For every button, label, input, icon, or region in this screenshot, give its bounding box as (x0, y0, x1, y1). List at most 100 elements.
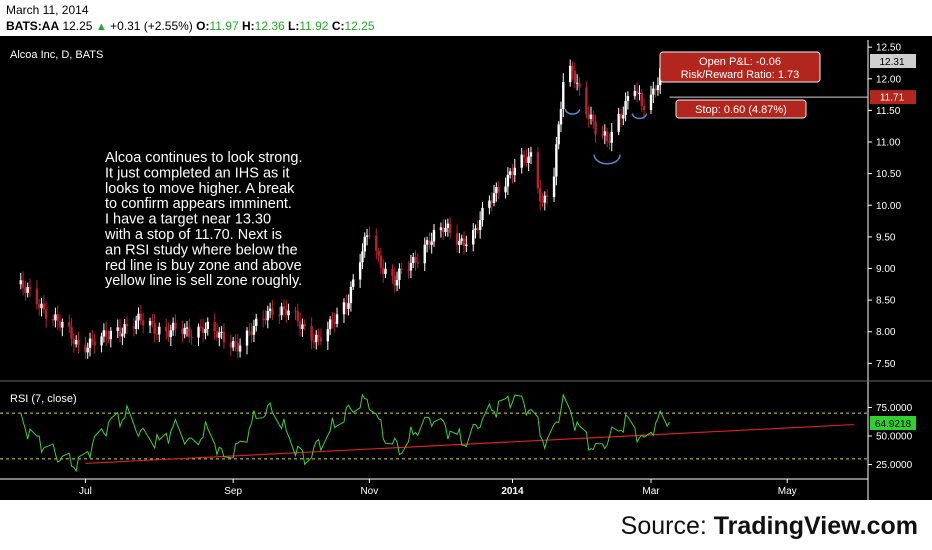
candle-body (93, 341, 96, 346)
candle-body (158, 326, 161, 335)
time-tick-label: Jul (79, 486, 92, 497)
candle-body (460, 238, 463, 241)
candle-body (352, 279, 355, 287)
stop-text: Stop: 0.60 (4.87%) (695, 104, 787, 116)
candle-body (264, 318, 267, 321)
candle-body (585, 87, 588, 115)
candle-body (326, 329, 330, 342)
high-value: 12.36 (254, 19, 285, 33)
candle-body (603, 131, 607, 136)
candle-body (569, 65, 572, 83)
annotation-line: I have a target near 13.30 (105, 212, 271, 228)
candle-body (19, 280, 22, 285)
price-tick-label: 9.00 (876, 264, 896, 275)
candle-body (608, 141, 611, 143)
candle-body (393, 275, 396, 286)
candle-body (88, 338, 92, 348)
stop-badge (675, 99, 807, 119)
candle-body (633, 90, 637, 97)
candle-body (139, 313, 143, 321)
candle-body (121, 333, 124, 337)
candle-body (391, 268, 394, 276)
candle-body (559, 109, 563, 125)
candle-body (312, 340, 316, 343)
head-arc (593, 154, 621, 165)
candle-body (358, 262, 362, 280)
candle-body (543, 195, 547, 203)
candle-body (206, 321, 209, 330)
candle-body (349, 286, 353, 304)
candle-body (40, 303, 43, 309)
price-tick-label: 8.00 (876, 327, 896, 338)
candle-body (555, 144, 558, 177)
candle-body (153, 322, 156, 334)
candle-body (287, 310, 290, 316)
candle-body (54, 314, 57, 321)
candle-body (654, 88, 657, 91)
candle-body (462, 238, 466, 247)
candle-body (490, 200, 493, 203)
candle-body (379, 255, 383, 268)
open-label: O: (196, 19, 210, 33)
candle-body (248, 330, 251, 332)
candle-body (328, 319, 332, 330)
candle-body (363, 236, 366, 252)
price-tick-label: 11.00 (876, 138, 901, 149)
candle-body (409, 262, 413, 271)
candle-body (58, 321, 62, 328)
candle-body (183, 327, 186, 335)
candle-body (578, 82, 581, 88)
candle-body (492, 193, 496, 203)
candle-body (151, 321, 154, 323)
candle-body (44, 309, 48, 319)
price-chart[interactable]: 75.0000 50.0000 25.0000 12.50 12.00 11.50 11.… (0, 36, 932, 510)
candle-body (137, 313, 140, 321)
close-label: C: (331, 19, 345, 33)
candle-body (562, 82, 565, 110)
rsi-tick-label: 25.0000 (876, 460, 913, 471)
candle-body (497, 187, 500, 193)
candle-body (169, 330, 173, 338)
candle-body (261, 318, 265, 320)
candle-body (278, 314, 281, 316)
candle-body (638, 92, 641, 94)
candle-body (231, 341, 235, 348)
candle-body (255, 318, 258, 326)
candle-body (529, 152, 533, 157)
candle-body (342, 302, 346, 315)
candle-body (280, 306, 283, 316)
candle-body (552, 176, 556, 198)
candle-body (592, 114, 595, 122)
candle-body (331, 319, 334, 322)
candle-body (412, 257, 415, 263)
rsi-value-badge (870, 416, 916, 430)
candle-body (319, 337, 323, 342)
position-box[interactable]: Open P&L: -0.06 Risk/Reward Ratio: 1.73 … (659, 51, 821, 119)
candle-body (624, 100, 627, 115)
candle-body (536, 152, 540, 189)
candle-body (125, 324, 129, 327)
candle-body (361, 251, 364, 263)
candle-body (28, 287, 32, 289)
candle-body (271, 308, 274, 315)
candle-body (395, 280, 399, 286)
candle-body (573, 70, 577, 84)
candle-body (442, 227, 445, 232)
candle-body (478, 220, 482, 230)
candle-body (294, 310, 297, 312)
candle-body (171, 322, 175, 331)
candle-body (213, 321, 216, 332)
candle-body (26, 287, 29, 293)
open-value: 11.97 (209, 19, 239, 33)
candle-body (118, 327, 122, 337)
candle-body (398, 268, 401, 281)
candle-body (303, 324, 306, 327)
left-shoulder-arc (564, 108, 581, 115)
candle-body (508, 171, 512, 175)
candle-body (229, 342, 233, 348)
candle-body (100, 336, 103, 346)
candle-body (423, 244, 426, 264)
rsi-trend-line (85, 423, 855, 465)
annotation-line: an RSI study where below the (105, 242, 298, 258)
candle-body (35, 288, 39, 305)
